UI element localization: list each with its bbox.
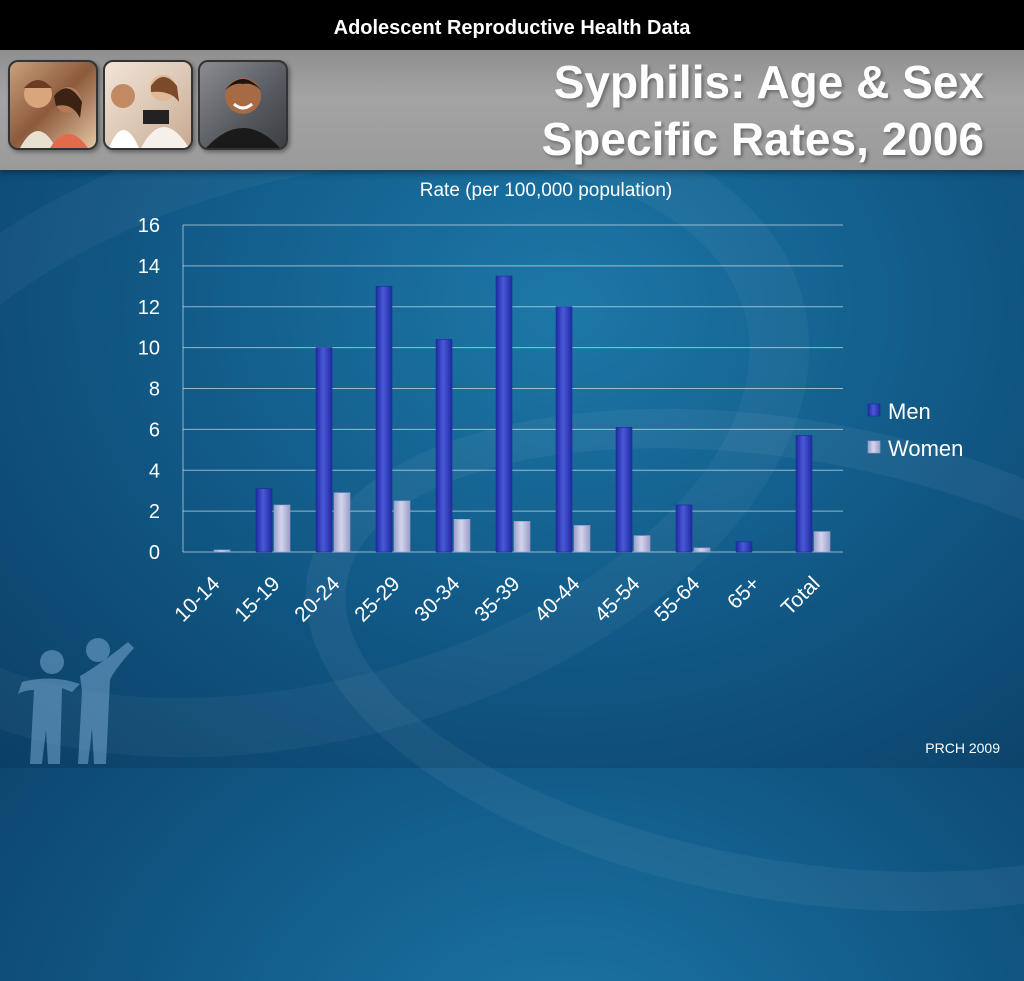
axis-labels: 0 2 4 6 8 10 12 14 16 10-14 15-19 20-24 25-29 30-34 35… (138, 215, 825, 627)
bar-women-25-29 (393, 500, 411, 553)
y-tick-label: 16 (138, 215, 160, 237)
bar-men-65+ (735, 541, 753, 553)
y-tick-label: 10 (138, 338, 160, 360)
chart-title: Rate (per 100,000 population) (419, 180, 673, 201)
top-banner: Adolescent Reproductive Health Data (0, 0, 1024, 50)
legend: Men Women (867, 399, 963, 461)
title-header: Syphilis: Age & Sex Specific Rates, 2006 (0, 50, 1024, 170)
x-tick-label: 40-44 (530, 572, 584, 626)
bar-women-45-54 (633, 535, 651, 553)
slide-title: Syphilis: Age & Sex Specific Rates, 2006 (542, 54, 984, 168)
teen-weighing-photo (103, 60, 193, 150)
x-tick-label: 20-24 (290, 572, 344, 626)
bar-men-30-34 (435, 339, 453, 553)
x-tick-label: 25-29 (350, 572, 404, 626)
y-tick-label: 6 (149, 419, 160, 441)
x-tick-label: 15-19 (230, 572, 284, 626)
teen-boy-photo (198, 60, 288, 150)
bar-men-45-54 (615, 427, 633, 553)
teen-couple-illustration (20, 80, 88, 148)
bar-women-40-44 (573, 525, 591, 553)
x-tick-label: Total (777, 572, 825, 620)
banner-title: Adolescent Reproductive Health Data (333, 17, 691, 39)
teen-boy-illustration (206, 78, 280, 148)
bar-women-35-39 (513, 521, 531, 553)
legend-swatch-men (867, 403, 881, 417)
bar-women-20-24 (333, 492, 351, 553)
legend-label-men: Men (888, 399, 931, 424)
slide-title-line2: Specific Rates, 2006 (541, 113, 984, 165)
bar-women-15-19 (273, 504, 291, 553)
bar-men-Total (795, 435, 813, 553)
bar-men-25-29 (375, 286, 393, 553)
teen-weighing-illustration (109, 75, 189, 148)
y-tick-label: 2 (149, 501, 160, 523)
x-tick-label: 45-54 (590, 572, 644, 626)
teen-couple-photo (8, 60, 98, 150)
bar-men-35-39 (495, 275, 513, 553)
x-tick-label: 65+ (723, 572, 764, 613)
legend-label-women: Women (888, 436, 963, 461)
y-tick-label: 14 (138, 256, 160, 278)
bar-men-55-64 (675, 504, 693, 553)
grid-lines (182, 224, 843, 553)
slide-title-line1: Syphilis: Age & Sex (553, 56, 984, 108)
y-tick-label: 12 (138, 297, 160, 319)
bars (213, 275, 831, 553)
y-tick-label: 8 (149, 379, 160, 401)
x-tick-label: 55-64 (650, 572, 704, 626)
bar-women-30-34 (453, 518, 471, 553)
y-tick-label: 4 (149, 460, 160, 482)
bar-chart: 0 2 4 6 8 10 12 14 16 10-14 15-19 20-24 25-29 30-34 35… (138, 215, 963, 627)
x-tick-label: 10-14 (170, 572, 224, 626)
footer-credit: PRCH 2009 (925, 740, 1000, 756)
bar-men-20-24 (315, 347, 333, 553)
bar-women-55-64 (693, 547, 711, 553)
bar-men-15-19 (255, 488, 273, 553)
bar-women-Total (813, 531, 831, 553)
legend-swatch-women (867, 440, 881, 454)
family-figures-icon (18, 638, 134, 764)
bar-women-10-14 (213, 549, 231, 553)
bar-men-40-44 (555, 306, 573, 553)
y-tick-label: 0 (149, 542, 160, 564)
x-tick-label: 30-34 (410, 572, 464, 626)
x-tick-label: 35-39 (470, 572, 524, 626)
